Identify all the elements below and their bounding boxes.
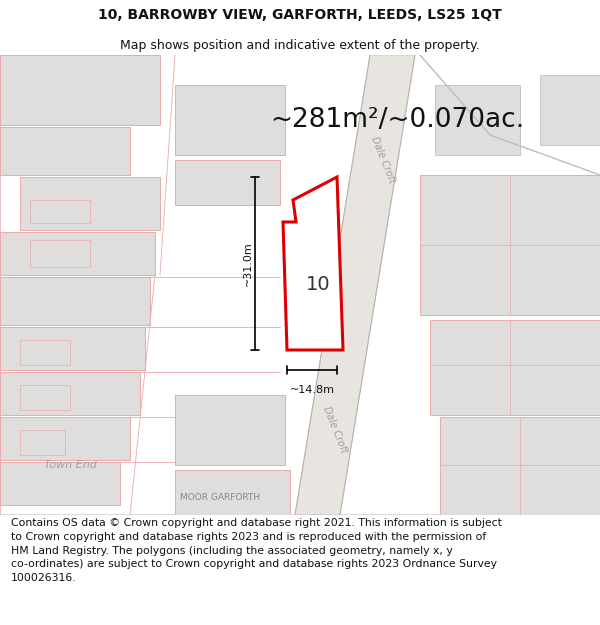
Text: ~14.8m: ~14.8m: [290, 385, 335, 395]
Text: Dale Croft: Dale Croft: [369, 135, 397, 185]
Text: Contains OS data © Crown copyright and database right 2021. This information is : Contains OS data © Crown copyright and d…: [11, 518, 502, 582]
Polygon shape: [20, 340, 70, 365]
Polygon shape: [0, 462, 120, 505]
Text: ~281m²/~0.070ac.: ~281m²/~0.070ac.: [270, 107, 524, 133]
Polygon shape: [440, 417, 600, 515]
Polygon shape: [20, 385, 70, 410]
Polygon shape: [0, 327, 145, 370]
Text: 10, BARROWBY VIEW, GARFORTH, LEEDS, LS25 1QT: 10, BARROWBY VIEW, GARFORTH, LEEDS, LS25…: [98, 8, 502, 22]
Polygon shape: [0, 417, 130, 460]
Polygon shape: [30, 200, 90, 223]
Polygon shape: [283, 177, 343, 350]
Text: Town End: Town End: [44, 460, 97, 470]
Polygon shape: [175, 395, 285, 465]
Polygon shape: [420, 175, 600, 315]
Polygon shape: [295, 55, 415, 515]
Polygon shape: [30, 240, 90, 267]
Polygon shape: [175, 470, 290, 515]
Polygon shape: [430, 320, 600, 415]
Text: ~31.0m: ~31.0m: [243, 241, 253, 286]
Polygon shape: [0, 232, 155, 275]
Polygon shape: [175, 85, 285, 155]
Polygon shape: [0, 372, 140, 415]
Polygon shape: [0, 55, 160, 125]
Polygon shape: [435, 85, 520, 155]
Polygon shape: [0, 277, 150, 325]
Text: Dale Croft: Dale Croft: [321, 405, 349, 455]
Text: 10: 10: [305, 276, 331, 294]
Text: MOOR GARFORTH: MOOR GARFORTH: [180, 492, 260, 501]
Polygon shape: [20, 177, 160, 230]
Polygon shape: [20, 430, 65, 455]
Polygon shape: [175, 160, 280, 205]
Polygon shape: [0, 127, 130, 175]
Text: Map shows position and indicative extent of the property.: Map shows position and indicative extent…: [120, 39, 480, 51]
Polygon shape: [540, 75, 600, 145]
